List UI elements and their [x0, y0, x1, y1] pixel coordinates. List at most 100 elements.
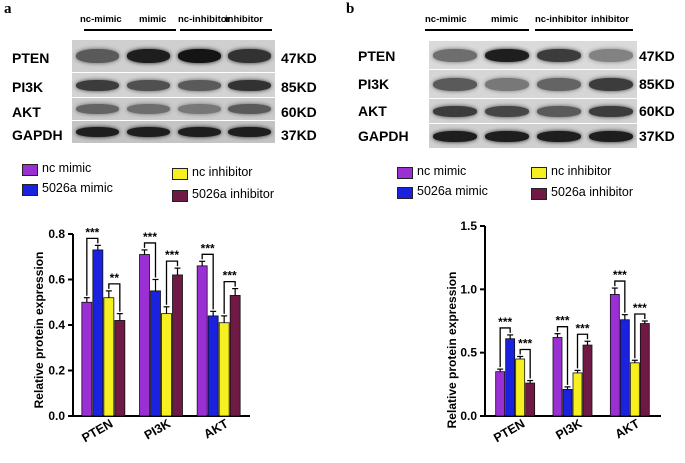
significance-bracket — [201, 253, 214, 310]
mw-label-pi3k: 85KD — [639, 76, 675, 92]
significance-label: *** — [518, 336, 532, 350]
significance-label: *** — [201, 241, 215, 255]
bar — [207, 315, 219, 417]
lane-label-inhibitor: inhibitor — [591, 14, 629, 25]
bar — [139, 254, 150, 417]
blot-strip-gapdh — [72, 121, 275, 143]
blot-band — [76, 104, 119, 114]
legend-swatch-mimic — [22, 184, 38, 196]
y-axis-title: Relative protein expression — [32, 252, 46, 409]
blot-band — [76, 80, 119, 91]
significance-bracket — [86, 237, 99, 296]
blot-band — [127, 49, 170, 63]
bar — [103, 297, 115, 417]
mimic-group-underline — [425, 29, 529, 31]
bar — [552, 337, 563, 417]
lane-label-nc-mimic: nc-mimic — [80, 14, 122, 25]
protein-label-pten: PTEN — [358, 48, 396, 64]
x-tick-label: PTEN — [79, 416, 115, 445]
blot-band — [485, 78, 529, 91]
significance-bracket — [634, 313, 646, 359]
bar — [196, 265, 208, 417]
mw-label-pten: 47KD — [281, 50, 317, 66]
blot-strip-pten — [429, 41, 637, 69]
protein-label-akt: AKT — [12, 104, 41, 120]
significance-label: *** — [613, 268, 627, 282]
y-tick-label: 0.8 — [48, 227, 65, 241]
legend-label-nc-inhibitor: nc inhibitor — [192, 165, 253, 179]
blot-band — [485, 106, 529, 117]
x-tick-label: AKT — [201, 416, 231, 441]
mw-label-gapdh: 37KD — [639, 128, 675, 144]
inhibitor-group-underline — [180, 29, 272, 31]
blot-band — [127, 127, 170, 137]
blot-band — [433, 78, 477, 91]
bar — [505, 338, 516, 417]
y-tick-label: 0.0 — [460, 409, 477, 423]
y-tick-label: 0.4 — [48, 318, 65, 332]
bar — [639, 323, 650, 417]
blot-band — [178, 49, 221, 63]
x-tick-label: PTEN — [491, 416, 527, 445]
blot-band — [537, 78, 581, 91]
significance-label: *** — [165, 248, 179, 262]
legend-swatch-nc-mimic — [397, 167, 413, 179]
blot-band — [537, 49, 581, 62]
bar — [609, 294, 620, 417]
lane-label-mimic: mimic — [491, 14, 519, 25]
bar — [161, 313, 172, 417]
x-tick-label: AKT — [613, 416, 643, 441]
blot-band — [433, 49, 477, 62]
bar — [229, 295, 241, 417]
protein-label-gapdh: GAPDH — [358, 128, 409, 144]
bar — [562, 388, 573, 417]
bar — [582, 344, 593, 417]
mw-label-pi3k: 85KD — [281, 79, 317, 95]
blot-strip-pten — [72, 40, 275, 72]
protein-label-gapdh: GAPDH — [12, 127, 63, 143]
bar — [619, 319, 630, 417]
lane-label-nc-mimic: nc-mimic — [425, 14, 467, 25]
blot-band — [589, 131, 633, 142]
blot-band — [228, 127, 271, 137]
legend-label-nc-mimic: nc mimic — [417, 164, 467, 178]
x-tick-label: PI3K — [142, 416, 173, 442]
y-tick-label: 0.6 — [48, 273, 65, 287]
blot-band — [178, 80, 221, 91]
blot-strip-akt — [429, 99, 637, 123]
legend-label-nc-inhibitor: nc inhibitor — [551, 164, 612, 178]
protein-label-pi3k: PI3K — [358, 76, 390, 92]
bar-chart-b: Relative protein expression 0.0 0.5 1.0 1.5… — [445, 219, 661, 445]
lane-label-nc-inhibitor: nc-inhibitor — [535, 14, 588, 25]
blot-strip-akt — [72, 98, 275, 120]
blot-band — [178, 104, 221, 114]
bar — [572, 372, 583, 417]
blot-strip-gapdh — [429, 124, 637, 148]
mimic-group-underline — [84, 29, 176, 31]
bar — [114, 320, 126, 417]
blot-band — [537, 131, 581, 142]
bar-chart-a: Relative protein expression 0.0 0.2 0.4 0.6… — [32, 225, 250, 445]
blot-band — [537, 106, 581, 117]
panel-b: b nc-mimic mimic nc-inhibitor inhibitor … — [343, 0, 685, 463]
y-axis-title: Relative protein expression — [445, 272, 459, 429]
lane-label-mimic: mimic — [139, 14, 167, 25]
significance-bracket — [165, 260, 179, 305]
significance-label: *** — [143, 230, 157, 244]
blot-band — [228, 49, 271, 63]
blot-strip-pi3k — [72, 73, 275, 97]
blot-strip-pi3k — [429, 70, 637, 98]
lane-label-nc-inhibitor: nc-inhibitor — [178, 14, 231, 25]
mw-label-gapdh: 37KD — [281, 127, 317, 143]
significance-bracket — [519, 348, 531, 379]
blot-band — [433, 131, 477, 142]
legend-swatch-inhibitor — [172, 190, 188, 202]
bar — [495, 371, 506, 417]
panel-label: a — [4, 1, 12, 17]
blot-band — [127, 80, 170, 91]
significance-label: *** — [633, 301, 647, 315]
significance-bracket — [143, 242, 157, 278]
significance-label: ** — [110, 271, 120, 285]
bar — [172, 274, 183, 417]
legend-label-inhibitor: 5026a inhibitor — [551, 185, 634, 199]
